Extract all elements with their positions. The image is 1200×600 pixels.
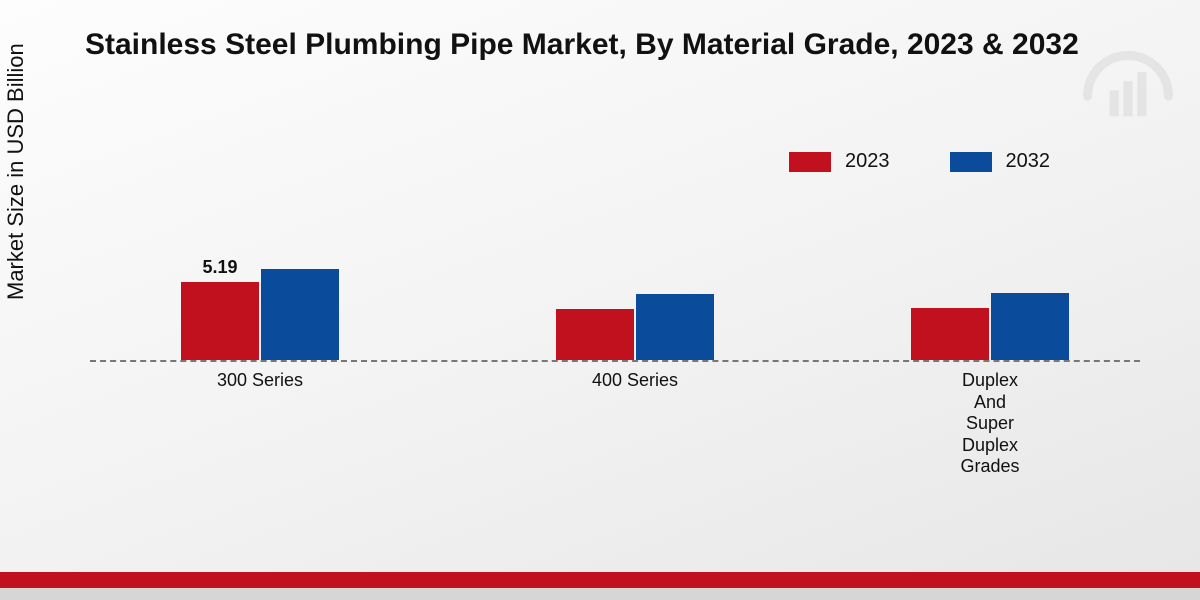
bar-2023-1 bbox=[556, 309, 634, 360]
chart-canvas: Stainless Steel Plumbing Pipe Market, By… bbox=[0, 0, 1200, 600]
bar-2023-2 bbox=[911, 308, 989, 361]
category-label-2: DuplexAndSuperDuplexGrades bbox=[960, 370, 1019, 478]
category-label-0: 300 Series bbox=[217, 370, 303, 392]
footer-accent-bar bbox=[0, 572, 1200, 588]
bar-2032-0 bbox=[261, 269, 339, 361]
footer-base-bar bbox=[0, 588, 1200, 600]
bar-2032-1 bbox=[636, 294, 714, 360]
y-axis-label: Market Size in USD Billion bbox=[3, 43, 29, 300]
bar-2032-2 bbox=[991, 293, 1069, 361]
bars-layer: 300 Series 400 Series DuplexAndSuperDuplex… bbox=[90, 0, 1140, 600]
bar-2023-0 bbox=[181, 282, 259, 360]
category-label-1: 400 Series bbox=[592, 370, 678, 392]
value-label-0: 5.19 bbox=[202, 257, 237, 278]
